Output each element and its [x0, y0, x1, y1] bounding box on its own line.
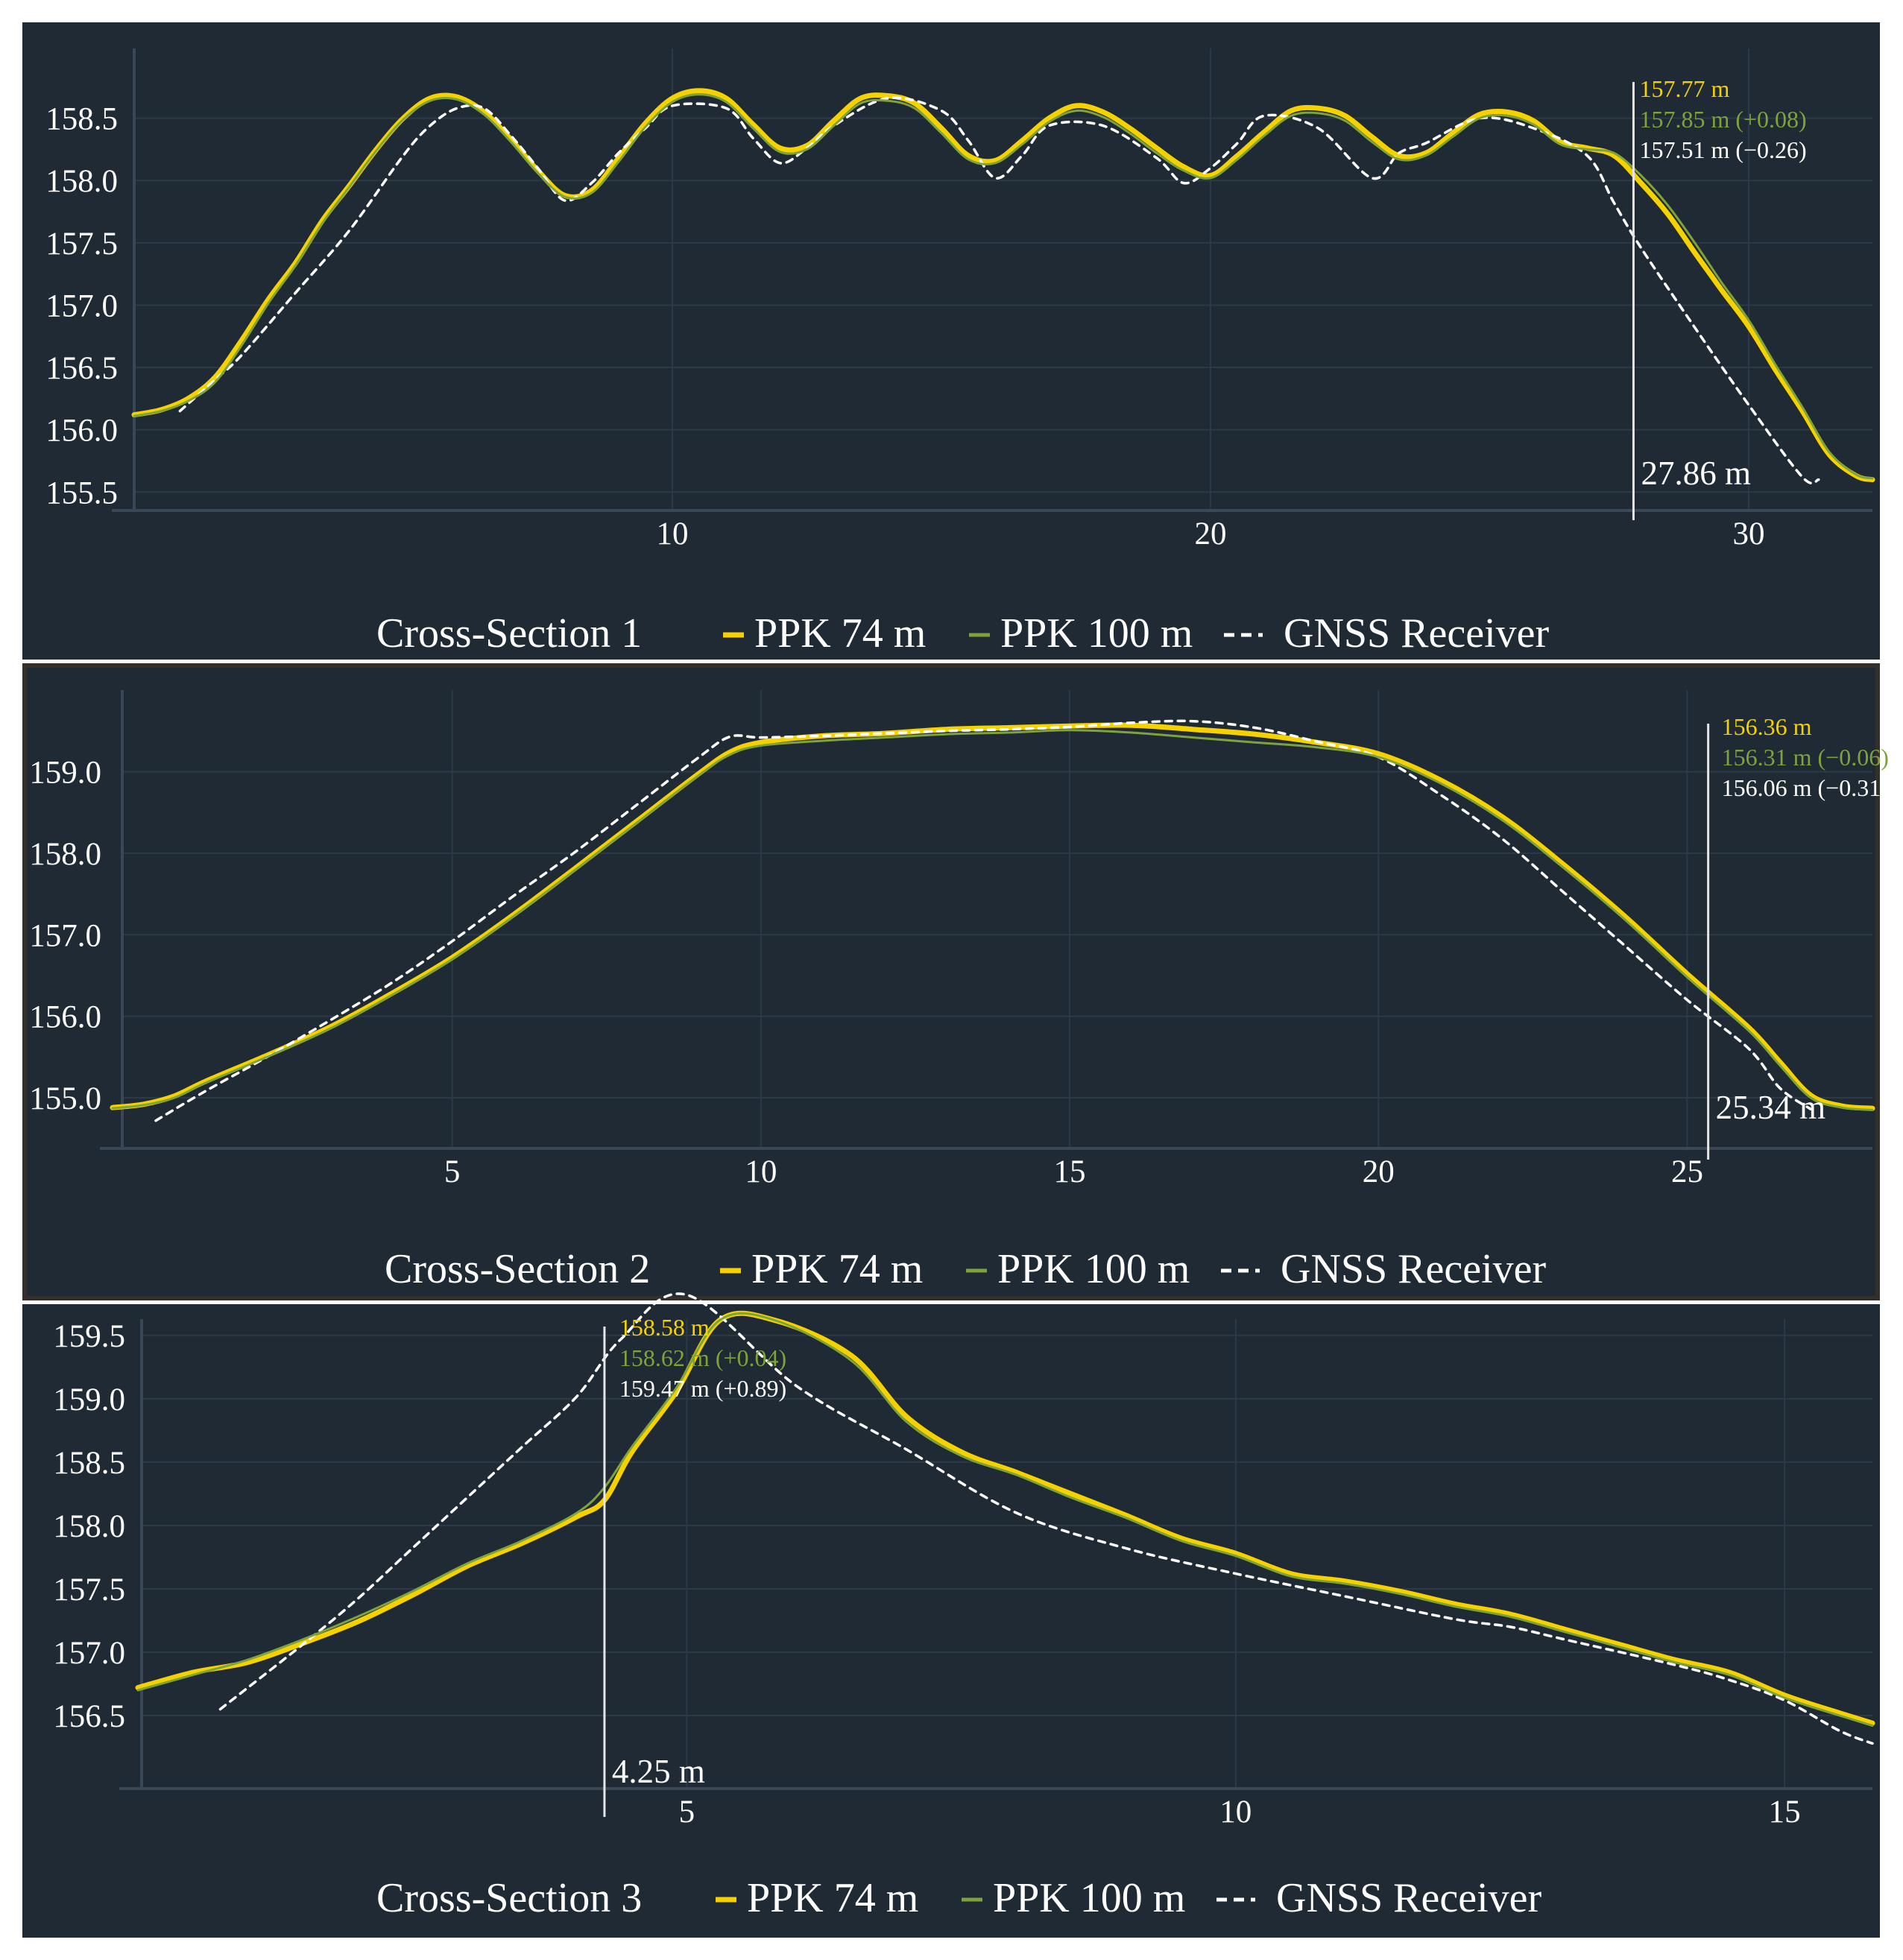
y-tick-label: 156.0 [29, 1000, 101, 1035]
gnss-receiver-line [154, 719, 1812, 1122]
x-tick-label: 10 [745, 1154, 777, 1189]
y-tick-label: 159.0 [29, 756, 101, 791]
cross-section-3-panel: 156.5 157.0 157.5 158.0 158.5 159.0 159.5 5 10 15… [22, 1292, 1880, 1938]
cross-section-2-panel: 155.0 156.0 157.0 158.0 159.0 5 10 15 20 25 25.34 … [22, 663, 1889, 1300]
readout-gnss: 157.51 m (−0.26) [1639, 136, 1806, 163]
y-tick-label: 156.5 [53, 1699, 125, 1734]
legend-gnss-label: GNSS Receiver [1281, 1246, 1547, 1292]
y-tick-label: 159.0 [53, 1382, 125, 1417]
y-tick-label: 155.5 [45, 475, 118, 510]
legend-gnss-label: GNSS Receiver [1284, 610, 1550, 657]
ppk-74m-line [131, 88, 1875, 483]
cross-section-1-panel: 155.5 156.0 156.5 157.0 157.5 158.0 158.5 10 20 3… [22, 22, 1880, 660]
legend-ppk-74m-label: PPK 74 m [747, 1875, 918, 1921]
y-tick-label: 159.5 [53, 1319, 125, 1354]
legend-ppk-100m-label: PPK 100 m [1000, 610, 1193, 657]
y-tick-label: 156.5 [45, 351, 118, 386]
legend-ppk-100m-label: PPK 100 m [997, 1246, 1190, 1292]
readout-ppk-100m: 158.62 m (+0.04) [619, 1344, 786, 1371]
legend-ppk-74m-label: PPK 74 m [754, 610, 926, 657]
x-tick-label: 5 [444, 1154, 461, 1189]
ppk-100m-line [136, 1312, 1874, 1727]
cross-section-1-chart: 155.5 156.0 156.5 157.0 157.5 158.0 158.5 10 20 3… [45, 48, 1875, 657]
y-tick-label: 157.0 [45, 288, 118, 323]
cursor-distance-label: 27.86 m [1641, 455, 1751, 492]
x-tick-label: 15 [1769, 1795, 1801, 1830]
x-tick-label: 5 [679, 1795, 695, 1830]
y-tick-label: 158.5 [53, 1446, 125, 1481]
cursor-distance-label: 25.34 m [1716, 1089, 1826, 1126]
cross-section-3-chart: 156.5 157.0 157.5 158.0 158.5 159.0 159.5 5 10 15… [53, 1292, 1875, 1921]
x-tick-label: 20 [1194, 516, 1226, 551]
readout-ppk-100m: 157.85 m (+0.08) [1639, 106, 1806, 133]
cross-section-2-chart: 155.0 156.0 157.0 158.0 159.0 5 10 15 20 25 25.34 … [29, 690, 1889, 1292]
ppk-74m-line [135, 1310, 1875, 1726]
readout-ppk-74m: 158.58 m [619, 1314, 710, 1341]
y-tick-label: 158.0 [45, 164, 118, 199]
x-tick-label: 10 [1219, 1795, 1252, 1830]
x-tick-label: 20 [1363, 1154, 1395, 1189]
y-tick-label: 158.5 [45, 102, 118, 137]
y-tick-label: 157.0 [53, 1636, 125, 1671]
gnss-receiver-line [178, 96, 1820, 485]
legend-gnss-label: GNSS Receiver [1276, 1875, 1542, 1921]
readout-ppk-100m: 156.31 m (−0.06) [1722, 744, 1889, 771]
y-tick-label: 157.5 [53, 1572, 125, 1607]
legend-ppk-100m-label: PPK 100 m [993, 1875, 1185, 1921]
y-tick-label: 158.0 [53, 1509, 125, 1544]
y-tick-label: 158.0 [29, 837, 101, 872]
readout-ppk-74m: 156.36 m [1722, 713, 1812, 740]
y-tick-label: 157.5 [45, 227, 118, 262]
x-tick-label: 30 [1732, 516, 1764, 551]
readout-ppk-74m: 157.77 m [1639, 75, 1729, 102]
ppk-100m-line [111, 729, 1874, 1111]
readout-gnss: 156.06 m (−0.31) [1722, 774, 1889, 801]
cursor-distance-label: 4.25 m [612, 1753, 705, 1790]
legend-ppk-74m-label: PPK 74 m [751, 1246, 923, 1292]
readout-gnss: 159.47 m (+0.89) [619, 1375, 786, 1402]
x-tick-label: 15 [1054, 1154, 1086, 1189]
ppk-74m-line [110, 722, 1875, 1111]
x-tick-label: 10 [656, 516, 688, 551]
gnss-receiver-line [218, 1292, 1874, 1745]
chart-title: Cross-Section 1 [376, 610, 642, 657]
y-tick-label: 156.0 [45, 414, 118, 449]
x-tick-label: 25 [1671, 1154, 1703, 1189]
chart-title: Cross-Section 2 [385, 1246, 650, 1292]
ppk-100m-line [133, 93, 1874, 480]
chart-title: Cross-Section 3 [376, 1875, 642, 1921]
y-tick-label: 157.0 [29, 918, 101, 953]
y-tick-label: 155.0 [29, 1081, 101, 1116]
